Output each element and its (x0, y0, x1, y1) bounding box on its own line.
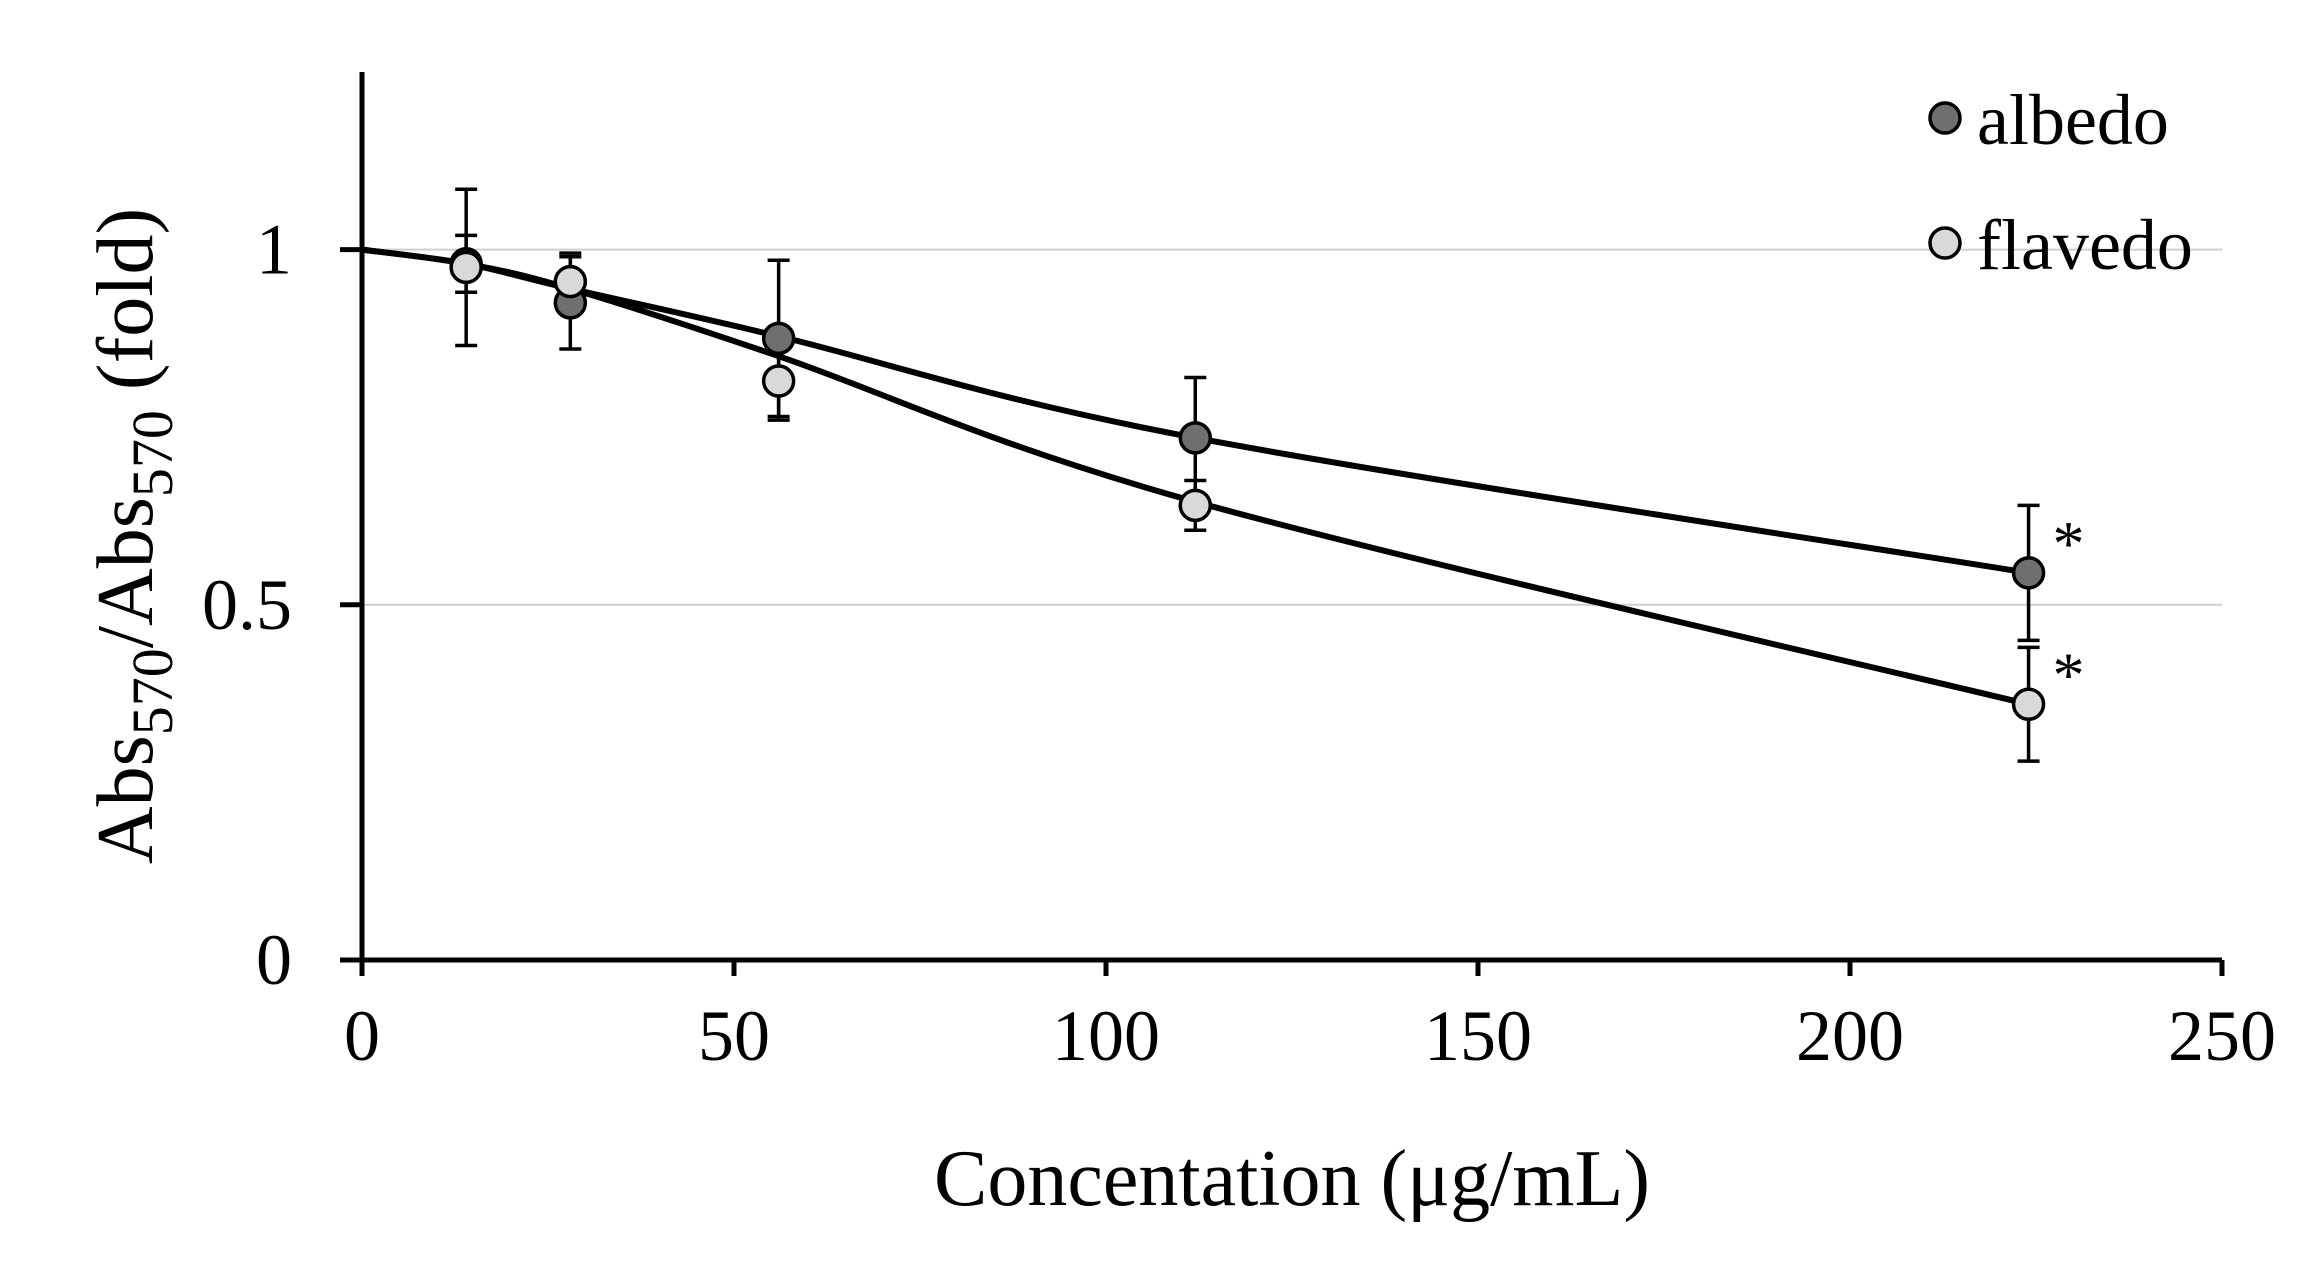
x-tick-label: 100 (1052, 996, 1160, 1076)
series: ** (361, 187, 2085, 763)
gridlines (362, 248, 2222, 606)
data-point-flavedo (553, 264, 588, 299)
x-tick-label: 250 (2168, 996, 2276, 1076)
x-tick-label: 150 (1424, 996, 1532, 1076)
data-point-albedo (761, 321, 796, 356)
data-point-flavedo (761, 364, 796, 398)
axes (340, 72, 2222, 964)
data-point-flavedo (449, 250, 483, 285)
y-label-sub1: 570 (120, 648, 185, 735)
x-tick-label: 0 (344, 996, 380, 1076)
y-label-slash: /Abs (82, 497, 170, 648)
y-label-main: Abs (82, 735, 170, 864)
series-line-flavedo (361, 246, 2030, 708)
ticks: 0 50 100 150 200 250 0 0.5 1 (202, 210, 2276, 1076)
legend-label-albedo: albedo (1977, 80, 2169, 160)
y-label-suffix: (fold) (82, 208, 170, 410)
y-axis-label: Abs570/Abs570 (fold) (82, 208, 185, 864)
data-point-albedo (2011, 556, 2046, 590)
x-axis-label: Concentation (μg/mL) (934, 1135, 1650, 1223)
y-tick-label: 0.5 (202, 565, 292, 645)
y-tick-label: 0 (256, 920, 292, 1000)
legend-label-flavedo: flavedo (1977, 205, 2193, 285)
legend-marker-flavedo (1928, 226, 1962, 260)
legend: albedo flavedo (1928, 80, 2193, 285)
data-point-albedo (1178, 421, 1213, 455)
data-point-flavedo (1178, 488, 1213, 523)
significance-asterisk: * (2053, 508, 2085, 579)
legend-marker-albedo (1928, 101, 1962, 135)
y-tick-label: 1 (256, 210, 292, 290)
significance-asterisk: * (2053, 639, 2085, 710)
x-tick-label: 200 (1796, 996, 1904, 1076)
data-point-flavedo (2011, 687, 2046, 722)
y-label-sub2: 570 (120, 410, 185, 497)
x-tick-label: 50 (698, 996, 770, 1076)
